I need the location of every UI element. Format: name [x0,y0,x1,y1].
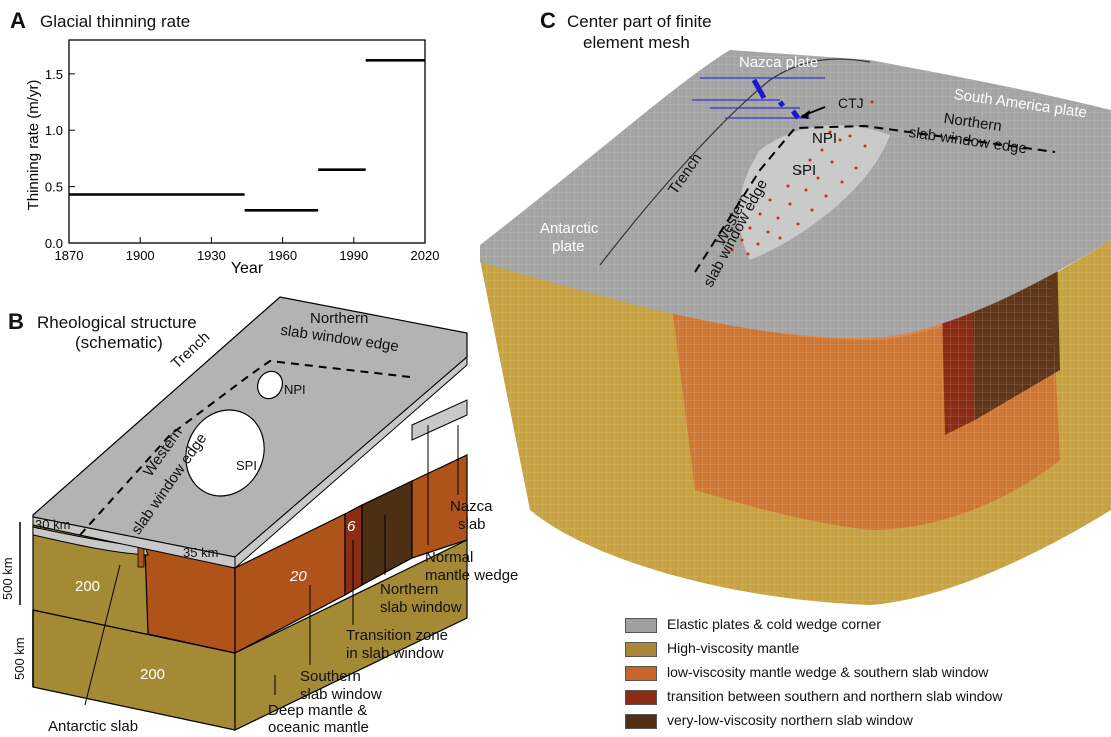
x-tick-label: 1960 [268,248,297,263]
b-spi-label: SPI [236,458,257,473]
legend: Elastic plates & cold wedge corner High-… [625,616,1105,731]
deep-mantle-side [234,539,468,731]
c-ctj-label: CTJ [838,95,864,111]
legend-swatch-transition [625,690,657,705]
upper-side-very-low [361,480,413,587]
panel-b-letter: B [8,309,24,334]
legend-swatch-elastic [625,618,657,633]
b-km500b-label: 500 km [12,637,27,680]
b-nazca-slab-1: Nazca [450,498,493,515]
panel-b-title-1: Rheological structure [37,313,197,332]
legend-swatch-low-viscosity [625,666,657,681]
plot-frame [68,39,426,244]
b-southern-window-1: Southern [300,668,361,685]
antarctic-slab-small [137,546,145,568]
c-npi-label: NPI [812,130,838,147]
x-tick-label: 2020 [411,248,440,263]
c-spi-label: SPI [792,162,817,179]
mesh-slab-window-edge [694,124,1056,273]
b-transition-1: Transition zone [346,627,448,644]
x-tick-label: 1870 [55,248,84,263]
upper-side-normal-wedge [411,454,468,559]
panel-a-letter: A [10,8,26,33]
b-nazca-slab-2: slab [458,516,486,533]
panel-c-letter: C [540,8,556,33]
b-transition-2: in slab window [346,645,444,662]
thinning-rate-chart: 1870 1900 1930 1960 1990 2020 0.0 0.5 1.0 1.5 Yea… [25,39,440,277]
y-tick-label: 0.5 [45,180,63,195]
c-antarctic-2: plate [552,238,585,255]
finite-element-mesh [480,50,1111,605]
npi-ellipse [257,370,283,400]
legend-swatch-very-low [625,714,657,729]
spi-ellipse [185,409,265,497]
b-normal-wedge-2: mantle wedge [425,567,519,584]
x-axis-label: Year [231,260,264,277]
legend-label-elastic: Elastic plates & cold wedge corner [667,616,881,632]
b-v200a: 200 [75,578,101,595]
b-v20a: 20 [290,568,307,585]
panel-c-title-1: Center part of finite [567,12,712,31]
mesh-ridge-segments [751,78,801,120]
mesh-icefield-zone [739,125,890,260]
b-antarctic-slab: Antarctic slab [48,718,139,735]
legend-label-very-low: very-low-viscosity northern slab window [667,712,913,728]
b-southern-window-2: slab window [300,686,382,703]
panel-b-title-2: (schematic) [75,333,163,352]
b-km30-label: 30 km [35,517,71,532]
b-v20b: 20 [432,395,449,412]
b-deep-mantle-2: oceanic mantle [268,719,369,736]
panel-a-title: Glacial thinning rate [40,12,191,31]
rheological-block-diagram [19,296,468,731]
y-axis-label: Thinning rate (m/yr) [25,80,42,211]
b-v200b: 200 [140,666,166,683]
x-tick-label: 1990 [339,248,368,263]
c-nazca-label: Nazca plate [739,54,819,71]
nazca-slab-strip [411,399,468,441]
slab-window-edge-line [79,359,411,536]
legend-label-transition: transition between southern and northern… [667,688,1003,704]
b-npi-label: NPI [284,382,306,397]
panel-c-title-2: element mesh [583,33,690,52]
arrow-antarctic-slab [84,564,121,706]
y-tick-label: 1.0 [45,123,63,138]
b-km35-label: 35 km [183,545,219,560]
antarctic-slab-curve [32,526,149,556]
b-northern-window-2: slab window [380,599,462,616]
y-tick-label: 0.0 [45,236,63,251]
ctj-arrowhead [800,110,810,119]
x-tick-label: 1900 [126,248,155,263]
y-tick-label: 1.5 [45,67,63,82]
b-v6: 6 [347,518,356,535]
b-normal-wedge-1: Normal [425,549,474,566]
legend-swatch-high-viscosity [625,642,657,657]
mesh-trench-line [599,58,871,266]
b-km500a-label: 500 km [0,557,15,600]
legend-label-high-viscosity: High-viscosity mantle [667,640,800,656]
x-tick-label: 1930 [197,248,226,263]
b-deep-mantle-1: Deep mantle & [268,702,368,719]
top-plate-side-edge [234,355,468,570]
mesh-red-dots [730,100,874,256]
b-northern-edge-1: Northern [310,310,369,327]
c-antarctic-1: Antarctic [540,220,599,237]
b-northern-window-1: Northern [380,581,439,598]
legend-label-low-viscosity: low-viscosity mantle wedge & southern sl… [667,664,989,680]
b-v2: 2 [382,462,391,479]
